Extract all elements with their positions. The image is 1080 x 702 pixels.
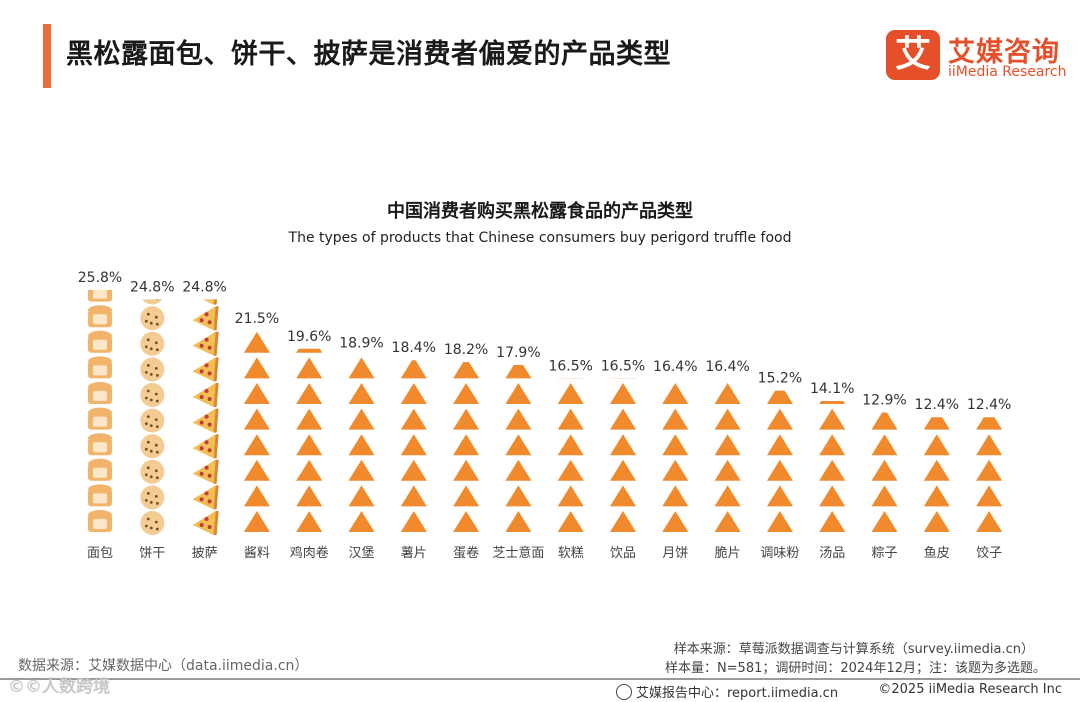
bar-column: 17.9% 芝士意面 bbox=[492, 345, 544, 561]
data-label: 16.4% bbox=[705, 359, 749, 375]
bar-column: 19.6% 鸡肉卷 bbox=[287, 329, 331, 561]
chart-title: 中国消费者购买黑松露食品的产品类型 bbox=[387, 201, 693, 222]
bar-column: 16.5% 软糕 bbox=[548, 358, 592, 561]
bar-column: 18.9% 汉堡 bbox=[339, 335, 383, 561]
bar-column: 16.5% 饮品 bbox=[601, 358, 645, 561]
bar bbox=[192, 299, 219, 535]
data-label: 16.5% bbox=[601, 358, 645, 374]
bar bbox=[662, 383, 689, 532]
category-tick-label: 软糕 bbox=[558, 546, 584, 561]
bar-column: 24.8% 披萨 bbox=[182, 279, 226, 561]
bar-column: 14.1% 汤品 bbox=[810, 381, 854, 561]
category-tick-label: 饺子 bbox=[976, 546, 1002, 561]
logo-text-en: iiMedia Research bbox=[948, 64, 1067, 80]
category-tick-label: 饼干 bbox=[139, 546, 165, 561]
logo-icon: 艾 bbox=[886, 30, 940, 80]
bar bbox=[871, 412, 898, 532]
data-label: 15.2% bbox=[758, 371, 802, 387]
category-tick-label: 粽子 bbox=[871, 546, 897, 561]
sample-size-note: 样本量：N=581；调研时间：2024年12月；注：该题为多选题。 bbox=[664, 661, 1046, 676]
data-label: 12.4% bbox=[967, 397, 1011, 413]
bar-column: 21.5% 酱料 bbox=[235, 311, 279, 561]
category-tick-label: 薯片 bbox=[401, 546, 427, 561]
category-tick-label: 芝士意面 bbox=[492, 545, 544, 561]
bar-column: 18.2% 蛋卷 bbox=[444, 342, 488, 561]
bar-column: 16.4% 脆片 bbox=[705, 359, 749, 561]
data-label: 24.8% bbox=[130, 279, 174, 295]
category-tick-label: 汉堡 bbox=[348, 545, 374, 561]
bar bbox=[296, 348, 323, 532]
bar bbox=[505, 364, 532, 532]
category-tick-label: 饮品 bbox=[610, 546, 636, 561]
category-tick-label: 汤品 bbox=[819, 546, 845, 561]
brand-logo[interactable]: 艾 艾媒咨询 iiMedia Research bbox=[886, 30, 1067, 84]
data-label: 21.5% bbox=[235, 311, 279, 327]
data-label: 14.1% bbox=[810, 381, 854, 397]
bar bbox=[610, 378, 636, 532]
data-label: 25.8% bbox=[78, 270, 122, 286]
data-label: 19.6% bbox=[287, 329, 331, 345]
bar bbox=[453, 362, 480, 532]
globe-icon bbox=[616, 684, 632, 700]
bar bbox=[400, 360, 427, 532]
category-tick-label: 酱料 bbox=[244, 546, 270, 561]
data-label: 18.9% bbox=[339, 335, 383, 351]
bar bbox=[557, 378, 584, 532]
data-label: 18.4% bbox=[392, 340, 436, 356]
bar bbox=[819, 401, 846, 532]
bar-column: 12.9% 粽子 bbox=[862, 392, 906, 561]
data-label: 16.5% bbox=[548, 358, 592, 374]
pictogram-chart: 25.8% 面包 24.8% 饼干 24.8% 披萨 21.5% 酱料 19.6% 鸡肉卷 18.9… bbox=[78, 270, 1012, 561]
bar bbox=[766, 390, 793, 532]
bar-column: 18.4% 薯片 bbox=[392, 340, 436, 561]
category-tick-label: 调味粉 bbox=[760, 546, 799, 561]
data-label: 18.2% bbox=[444, 342, 488, 358]
bar bbox=[140, 299, 165, 535]
bar bbox=[976, 417, 1003, 532]
data-label: 12.9% bbox=[862, 392, 906, 408]
data-label: 24.8% bbox=[182, 279, 226, 295]
sample-source: 样本来源：草莓派数据调查与计算系统（survey.iimedia.cn） bbox=[673, 642, 1034, 657]
bar bbox=[923, 417, 950, 532]
logo-text-cn: 艾媒咨询 bbox=[948, 37, 1060, 68]
category-tick-label: 蛋卷 bbox=[453, 545, 479, 561]
category-tick-label: 月饼 bbox=[662, 546, 688, 561]
bar bbox=[348, 357, 375, 532]
category-tick-label: 鱼皮 bbox=[924, 545, 950, 561]
bar bbox=[243, 331, 270, 532]
report-center-text: 艾媒报告中心：report.iimedia.cn bbox=[636, 686, 839, 701]
category-tick-label: 面包 bbox=[87, 546, 113, 561]
data-source: 数据来源：艾媒数据中心（data.iimedia.cn） bbox=[18, 658, 309, 674]
title-accent-bar bbox=[43, 24, 51, 88]
bar-column: 16.4% 月饼 bbox=[653, 359, 697, 561]
bar-column: 12.4% 饺子 bbox=[967, 397, 1011, 561]
footer-divider bbox=[0, 678, 1080, 680]
bar bbox=[714, 383, 741, 532]
bar-column: 24.8% 饼干 bbox=[130, 279, 174, 561]
category-tick-label: 脆片 bbox=[715, 545, 741, 561]
chart-subtitle: The types of products that Chinese consu… bbox=[288, 230, 792, 246]
data-label: 17.9% bbox=[496, 345, 540, 361]
category-tick-label: 披萨 bbox=[192, 546, 218, 561]
report-center-link[interactable]: 艾媒报告中心：report.iimedia.cn bbox=[616, 682, 838, 701]
bar-column: 25.8% 面包 bbox=[78, 270, 122, 561]
data-label: 16.4% bbox=[653, 359, 697, 375]
bar-column: 15.2% 调味粉 bbox=[758, 371, 802, 561]
bar bbox=[88, 289, 112, 532]
page-title: 黑松露面包、饼干、披萨是消费者偏爱的产品类型 bbox=[66, 39, 671, 70]
copyright: ©2025 iiMedia Research Inc bbox=[878, 682, 1062, 697]
data-label: 12.4% bbox=[915, 397, 959, 413]
watermark: ©©人数跨境 bbox=[8, 677, 110, 697]
bar-column: 12.4% 鱼皮 bbox=[915, 397, 959, 561]
category-tick-label: 鸡肉卷 bbox=[290, 545, 329, 561]
